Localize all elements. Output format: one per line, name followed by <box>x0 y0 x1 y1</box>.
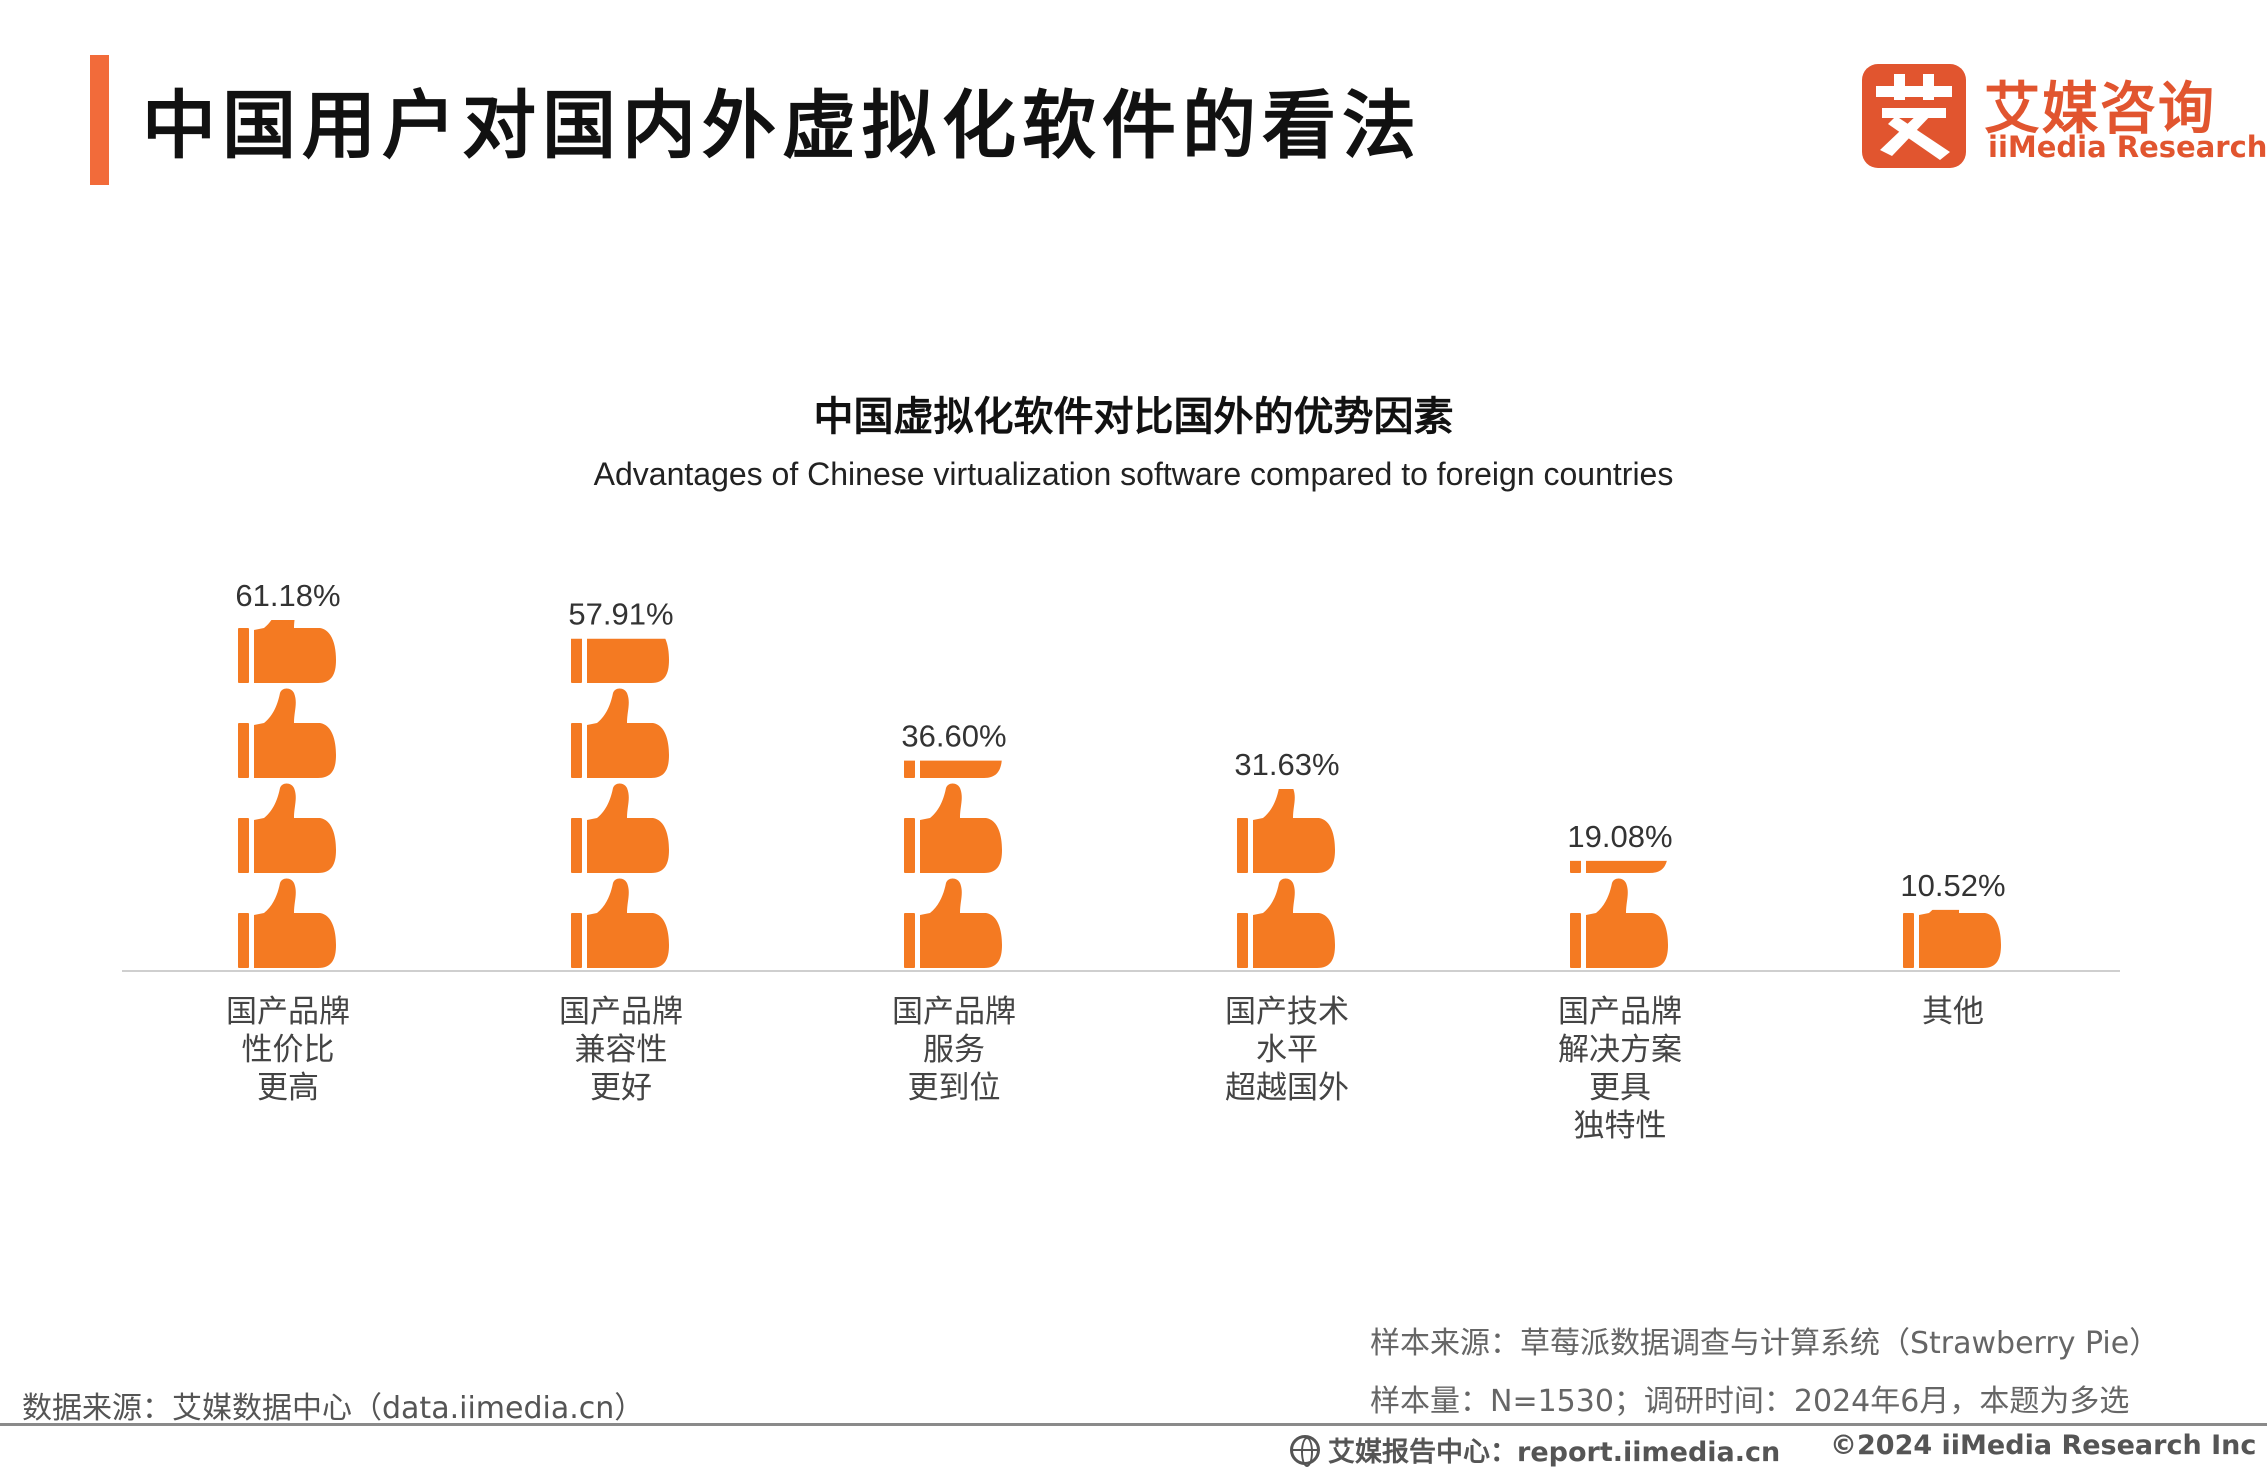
copyright: ©2024 iiMedia Research Inc <box>1830 1430 2257 1461</box>
pictogram-bar <box>571 638 669 968</box>
category-label: 性价比 <box>242 1032 335 1068</box>
page-title: 中国用户对国内外虚拟化软件的看法 <box>142 83 1422 169</box>
thumbs-up-icon <box>904 783 1002 873</box>
category-label: 更高 <box>257 1070 319 1106</box>
pictogram-bar <box>238 620 336 968</box>
title-accent-bar <box>90 55 109 185</box>
iimedia-logo: 艾媒咨询 iiMedia Research <box>1862 60 2267 170</box>
thumbs-up-icon <box>1570 878 1668 968</box>
thumbs-up-icon <box>1237 878 1335 968</box>
thumbs-up-icon <box>571 878 669 968</box>
chart-title: 中国虚拟化软件对比国外的优势因素 <box>813 394 1454 440</box>
logo-name-en: iiMedia Research <box>1988 130 2267 164</box>
category-label: 更到位 <box>908 1070 1001 1106</box>
category-label: 国产品牌 <box>1558 994 1682 1030</box>
category-label: 国产技术 <box>1225 994 1349 1030</box>
category-label: 兼容性 <box>575 1032 668 1068</box>
data-label: 57.91% <box>568 597 673 632</box>
category-label: 超越国外 <box>1225 1070 1349 1106</box>
logo-mark-icon <box>1876 74 1952 160</box>
data-label: 31.63% <box>1234 747 1339 782</box>
category-label: 国产品牌 <box>226 994 350 1030</box>
category-label: 解决方案 <box>1558 1032 1682 1068</box>
thumbs-up-icon <box>571 783 669 873</box>
sample-source-note: 样本来源：草莓派数据调查与计算系统（Strawberry Pie） <box>1370 1326 2160 1361</box>
data-label: 61.18% <box>235 578 340 613</box>
category-label: 其他 <box>1922 994 1984 1030</box>
category-label: 服务 <box>923 1032 985 1068</box>
pictogram-bar <box>1237 789 1335 968</box>
category-label: 更好 <box>590 1070 652 1106</box>
footer-divider <box>0 1423 2267 1426</box>
globe-icon <box>1290 1434 1320 1467</box>
data-source-note: 数据来源：艾媒数据中心（data.iimedia.cn） <box>22 1391 645 1426</box>
thumbs-up-icon <box>904 878 1002 968</box>
logo-mark <box>1862 64 1966 168</box>
thumbs-up-icon <box>238 878 336 968</box>
data-label: 10.52% <box>1900 868 2005 903</box>
pictogram-bar-chart: 61.18%国产品牌性价比更高57.91%国产品牌兼容性更好36.60%国产品牌… <box>122 578 2120 1144</box>
category-label: 水平 <box>1256 1032 1318 1068</box>
category-label: 国产品牌 <box>892 994 1016 1030</box>
thumbs-up-icon <box>1237 789 1335 873</box>
thumbs-up-icon <box>238 688 336 778</box>
category-label: 国产品牌 <box>559 994 683 1030</box>
pictogram-bar <box>1570 860 1668 968</box>
data-label: 19.08% <box>1567 819 1672 854</box>
chart-subtitle: Advantages of Chinese virtualization sof… <box>593 456 1674 492</box>
report-center-link[interactable]: 艾媒报告中心：report.iimedia.cn <box>1290 1430 1780 1469</box>
thumbs-up-icon <box>571 688 669 778</box>
data-label: 36.60% <box>901 719 1006 754</box>
thumbs-up-icon <box>238 783 336 873</box>
logo-name-cn: 艾媒咨询 <box>1984 77 2216 142</box>
category-label: 更具 <box>1589 1070 1651 1106</box>
report-center-text: 艾媒报告中心：report.iimedia.cn <box>1328 1437 1781 1468</box>
sample-size-note: 样本量：N=1530；调研时间：2024年6月，本题为多选 <box>1370 1384 2130 1419</box>
category-label: 独特性 <box>1574 1108 1667 1144</box>
